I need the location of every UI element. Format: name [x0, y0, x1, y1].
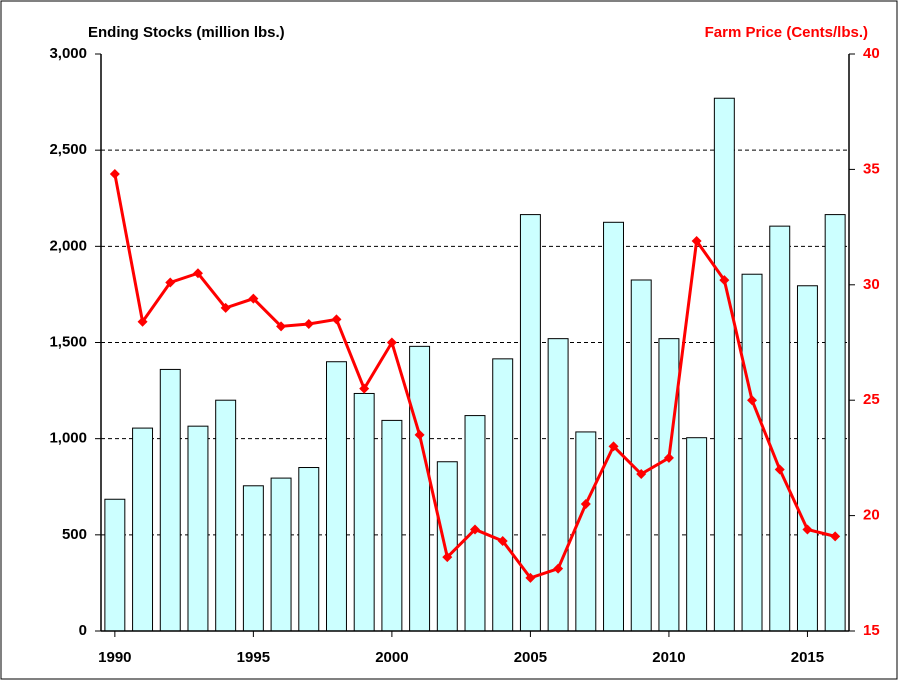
y-tick-label: 1,500: [49, 333, 87, 350]
x-tick-label: 2005: [514, 649, 547, 666]
bar: [270, 477, 292, 632]
y-tick-label: 2,500: [49, 141, 87, 158]
bar: [353, 392, 375, 632]
price-marker: [470, 524, 480, 535]
y2-tick-label: 25: [863, 391, 880, 408]
bar: [409, 345, 431, 632]
price-marker: [691, 235, 702, 246]
price-marker: [525, 572, 536, 583]
price-marker: [359, 383, 370, 394]
price-marker: [747, 395, 758, 406]
y2-tick-label: 30: [863, 276, 880, 293]
bar: [796, 285, 818, 632]
bar: [298, 467, 320, 632]
x-tick-label: 2010: [652, 649, 685, 666]
price-marker: [109, 169, 120, 180]
price-marker: [137, 316, 148, 327]
bar: [824, 214, 846, 632]
bar: [215, 399, 237, 632]
price-marker: [220, 302, 231, 313]
bar: [187, 425, 209, 632]
bar: [464, 415, 486, 632]
y2-tick-label: 15: [863, 622, 880, 639]
price-marker: [165, 277, 176, 288]
x-tick-label: 1990: [98, 649, 131, 666]
price-marker: [497, 535, 508, 546]
price-marker: [553, 563, 564, 574]
price-marker: [580, 499, 591, 510]
bar: [741, 273, 763, 632]
bar: [159, 368, 181, 632]
price-marker: [442, 552, 453, 563]
price-marker: [830, 531, 841, 542]
x-tick-label: 1995: [237, 649, 270, 666]
y-tick-label: 1,000: [49, 430, 87, 447]
y2-tick-label: 20: [863, 507, 880, 524]
price-marker: [192, 268, 203, 279]
y-tick-label: 3,000: [49, 45, 87, 62]
bar: [104, 498, 126, 632]
bar: [603, 221, 624, 632]
price-marker: [802, 524, 813, 535]
bar: [713, 97, 735, 632]
y2-tick-label: 40: [863, 45, 880, 62]
y2-tick-label: 35: [863, 160, 880, 177]
bar: [381, 419, 403, 632]
bar: [436, 461, 458, 632]
price-marker: [719, 275, 730, 286]
bar: [769, 225, 791, 632]
price-marker: [386, 337, 397, 348]
price-marker: [636, 469, 647, 480]
bar: [242, 485, 264, 632]
price-marker: [774, 464, 785, 475]
y-axis-title: Ending Stocks (million lbs.): [88, 24, 285, 41]
bar: [492, 358, 514, 632]
bar: [658, 338, 680, 632]
price-marker: [303, 319, 314, 330]
price-marker: [608, 441, 619, 452]
bar: [132, 427, 154, 632]
bar: [326, 361, 347, 632]
x-tick-label: 2000: [375, 649, 408, 666]
bar: [686, 437, 708, 632]
x-tick-label: 2015: [791, 649, 824, 666]
bar: [547, 338, 569, 632]
price-marker: [248, 293, 259, 304]
y-tick-label: 2,000: [49, 237, 87, 254]
price-marker: [414, 429, 425, 440]
bar: [575, 431, 597, 632]
y-tick-label: 500: [62, 526, 87, 543]
price-marker: [331, 314, 342, 325]
y-tick-label: 0: [79, 622, 87, 639]
bar: [630, 279, 652, 632]
y2-axis-title: Farm Price (Cents/lbs.): [705, 24, 868, 41]
price-marker: [276, 321, 287, 332]
price-marker: [663, 452, 674, 463]
